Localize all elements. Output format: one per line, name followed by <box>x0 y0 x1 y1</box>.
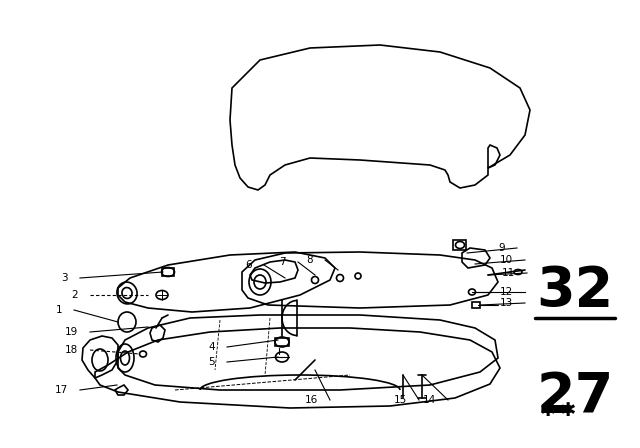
Text: 16: 16 <box>305 395 318 405</box>
Text: 10: 10 <box>500 255 513 265</box>
Text: 19: 19 <box>65 327 78 337</box>
Text: 1: 1 <box>56 305 62 315</box>
Text: 2: 2 <box>72 290 78 300</box>
Text: 27: 27 <box>536 370 614 424</box>
Text: 6: 6 <box>245 260 252 270</box>
Text: 13: 13 <box>500 298 513 308</box>
Text: 8: 8 <box>307 255 313 265</box>
Text: 5: 5 <box>209 357 215 367</box>
Text: 12: 12 <box>500 287 513 297</box>
Text: 7: 7 <box>280 257 286 267</box>
Text: ✱: ✱ <box>560 401 576 419</box>
Text: 18: 18 <box>65 345 78 355</box>
Text: 14: 14 <box>423 395 436 405</box>
Text: 3: 3 <box>61 273 68 283</box>
Text: 9: 9 <box>499 243 505 253</box>
Text: 11: 11 <box>502 268 515 278</box>
Text: 32: 32 <box>536 264 614 318</box>
Text: ✱: ✱ <box>540 401 556 419</box>
Text: 17: 17 <box>55 385 68 395</box>
Text: 4: 4 <box>209 342 215 352</box>
Text: 15: 15 <box>394 395 407 405</box>
